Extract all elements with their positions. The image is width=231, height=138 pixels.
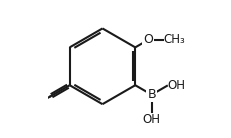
Text: B: B <box>147 88 155 101</box>
Text: CH₃: CH₃ <box>163 33 185 46</box>
Text: OH: OH <box>142 113 160 126</box>
Text: O: O <box>143 33 152 46</box>
Text: OH: OH <box>167 79 185 92</box>
